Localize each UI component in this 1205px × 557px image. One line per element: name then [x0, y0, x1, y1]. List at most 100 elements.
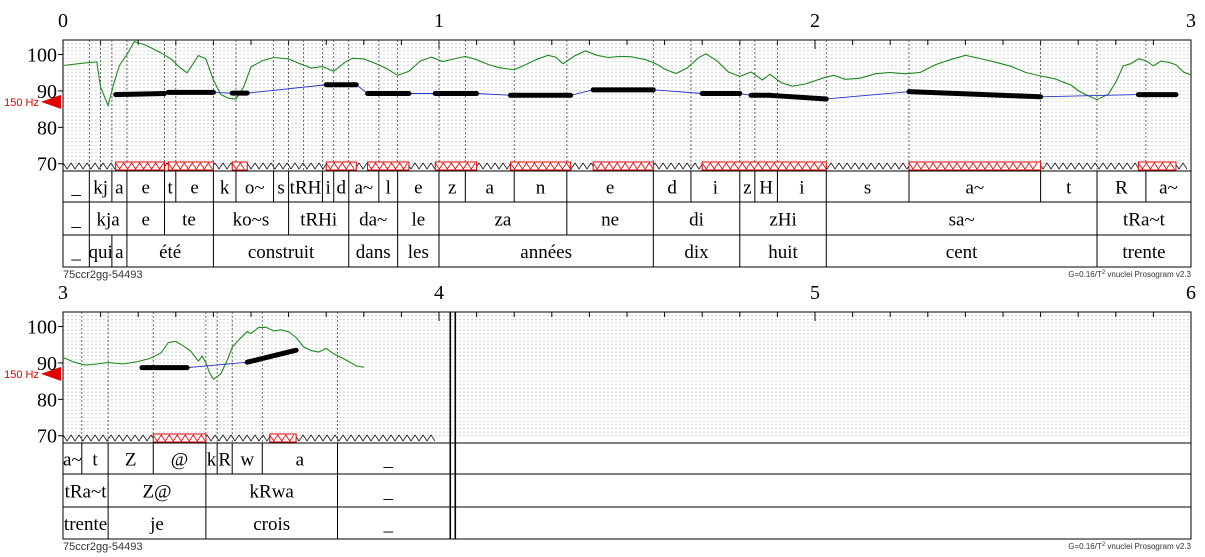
stylized-tone-segment	[113, 90, 168, 98]
footer-label-main: G=0.16/T	[1068, 542, 1102, 551]
syllable-label: kja	[97, 210, 121, 231]
footer-label: G=0.16/T2 vnuclei Prosogram v2.3	[1068, 542, 1191, 551]
nucleus-zigzag	[367, 162, 408, 170]
nucleus-box	[434, 161, 478, 171]
footer-label-rest: vnuclei Prosogram v2.3	[1105, 542, 1191, 551]
syllable-label: za	[494, 210, 511, 231]
word-label: huit	[768, 242, 798, 263]
word-label: qui	[88, 242, 112, 263]
pitch-interpolation-line	[1040, 94, 1139, 98]
word-label: _	[70, 242, 81, 263]
nucleus-box	[1137, 161, 1177, 171]
phone-label: t	[92, 450, 98, 471]
syllable-label: le	[411, 210, 425, 231]
y-tick-label: 90	[37, 353, 57, 375]
pitch-interpolation-line	[826, 91, 910, 100]
word-label: années	[520, 242, 572, 263]
word-label: trente	[64, 514, 107, 535]
syllable-label: sa~	[949, 210, 975, 231]
pitch-contour-line	[62, 40, 1192, 108]
word-label: a	[115, 242, 124, 263]
stylized-tone-segment	[767, 92, 829, 102]
pitch-interpolation-line	[570, 89, 594, 96]
phone-label: z	[448, 178, 456, 199]
nucleus-zigzag	[152, 434, 206, 442]
stylized-tone-segment	[244, 347, 299, 365]
syllable-label: tRa~t	[65, 482, 108, 503]
word-label: cent	[946, 242, 978, 263]
word-label: _	[382, 514, 393, 535]
word-label: été	[159, 242, 181, 263]
phone-label: o~	[245, 178, 265, 199]
word-label: trente	[1122, 242, 1165, 263]
phone-label: z	[743, 178, 751, 199]
nucleus-zigzag	[325, 162, 355, 170]
stylized-tone-segment	[906, 89, 1044, 100]
phone-label: a~	[965, 178, 984, 199]
pitch-interpolation-line	[653, 89, 703, 94]
phone-label: a~	[1159, 178, 1178, 199]
nucleus-box	[325, 161, 357, 171]
phone-label: a	[115, 178, 124, 199]
phone-label: H	[759, 178, 773, 199]
phone-label: e	[142, 178, 150, 199]
y-tick-label: 100	[27, 317, 57, 339]
syllable-label: tRHi	[300, 210, 337, 231]
phone-label: d	[667, 178, 677, 199]
nucleus-box	[167, 161, 214, 171]
word-label: dans	[356, 242, 391, 263]
y-tick-label: 100	[27, 45, 57, 67]
y-tick-label: 90	[37, 81, 57, 103]
phone-label: k	[220, 178, 230, 199]
syllable-label: ne	[601, 210, 619, 231]
reference-triangle-icon	[41, 94, 61, 109]
pitch-interpolation-line	[187, 361, 248, 369]
phone-label: s	[864, 178, 871, 199]
footer-label-superscript: 2	[1102, 542, 1106, 548]
speaker-label: 75ccr2gg-54493	[63, 269, 143, 281]
syllable-label: di	[689, 210, 704, 231]
time-tick-label: 6	[1186, 282, 1196, 304]
nucleus-zigzag	[908, 162, 1038, 170]
phone-label: a~	[63, 450, 82, 471]
nucleus-zigzag	[434, 162, 476, 170]
time-tick-label: 2	[810, 10, 820, 32]
phone-label: Z	[125, 450, 137, 471]
nucleus-box	[231, 161, 248, 171]
syllable-label: ko~s	[233, 210, 270, 231]
syllable-label: _	[70, 210, 81, 231]
phone-label: a	[486, 178, 495, 199]
phone-label: R	[1115, 178, 1128, 199]
phone-label: k	[207, 450, 217, 471]
phone-label: w	[240, 450, 254, 471]
phone-label: tRH	[290, 178, 322, 199]
phone-label: i	[799, 178, 804, 199]
phone-label: t	[168, 178, 174, 199]
speaker-label: 75ccr2gg-54493	[63, 541, 143, 553]
syllable-label: da~	[359, 210, 387, 231]
y-tick-label: 70	[37, 154, 57, 176]
phone-label: e	[190, 178, 198, 199]
phone-label: a~	[354, 178, 373, 199]
plot-frame	[62, 39, 1192, 268]
nucleus-zigzag	[1138, 162, 1175, 170]
phone-label: t	[1066, 178, 1072, 199]
y-tick-label: 70	[37, 426, 57, 448]
phone-label: a	[296, 450, 305, 471]
nucleus-box	[269, 433, 297, 443]
pitch-contour-line	[62, 326, 364, 381]
phone-label: i	[325, 178, 330, 199]
word-label: crois	[253, 514, 290, 535]
phone-label: _	[382, 450, 393, 471]
nucleus-zigzag	[167, 162, 213, 170]
footer-label: G=0.16/T2 vnuclei Prosogram v2.3	[1068, 270, 1191, 279]
reference-triangle-icon	[41, 366, 61, 381]
nucleus-zigzag	[510, 162, 571, 170]
nucleus-box	[367, 161, 410, 171]
footer-label-main: G=0.16/T	[1068, 270, 1102, 279]
phone-label: @	[171, 450, 189, 471]
nucleus-zigzag	[231, 162, 245, 170]
pitch-interpolation-line	[213, 91, 233, 94]
